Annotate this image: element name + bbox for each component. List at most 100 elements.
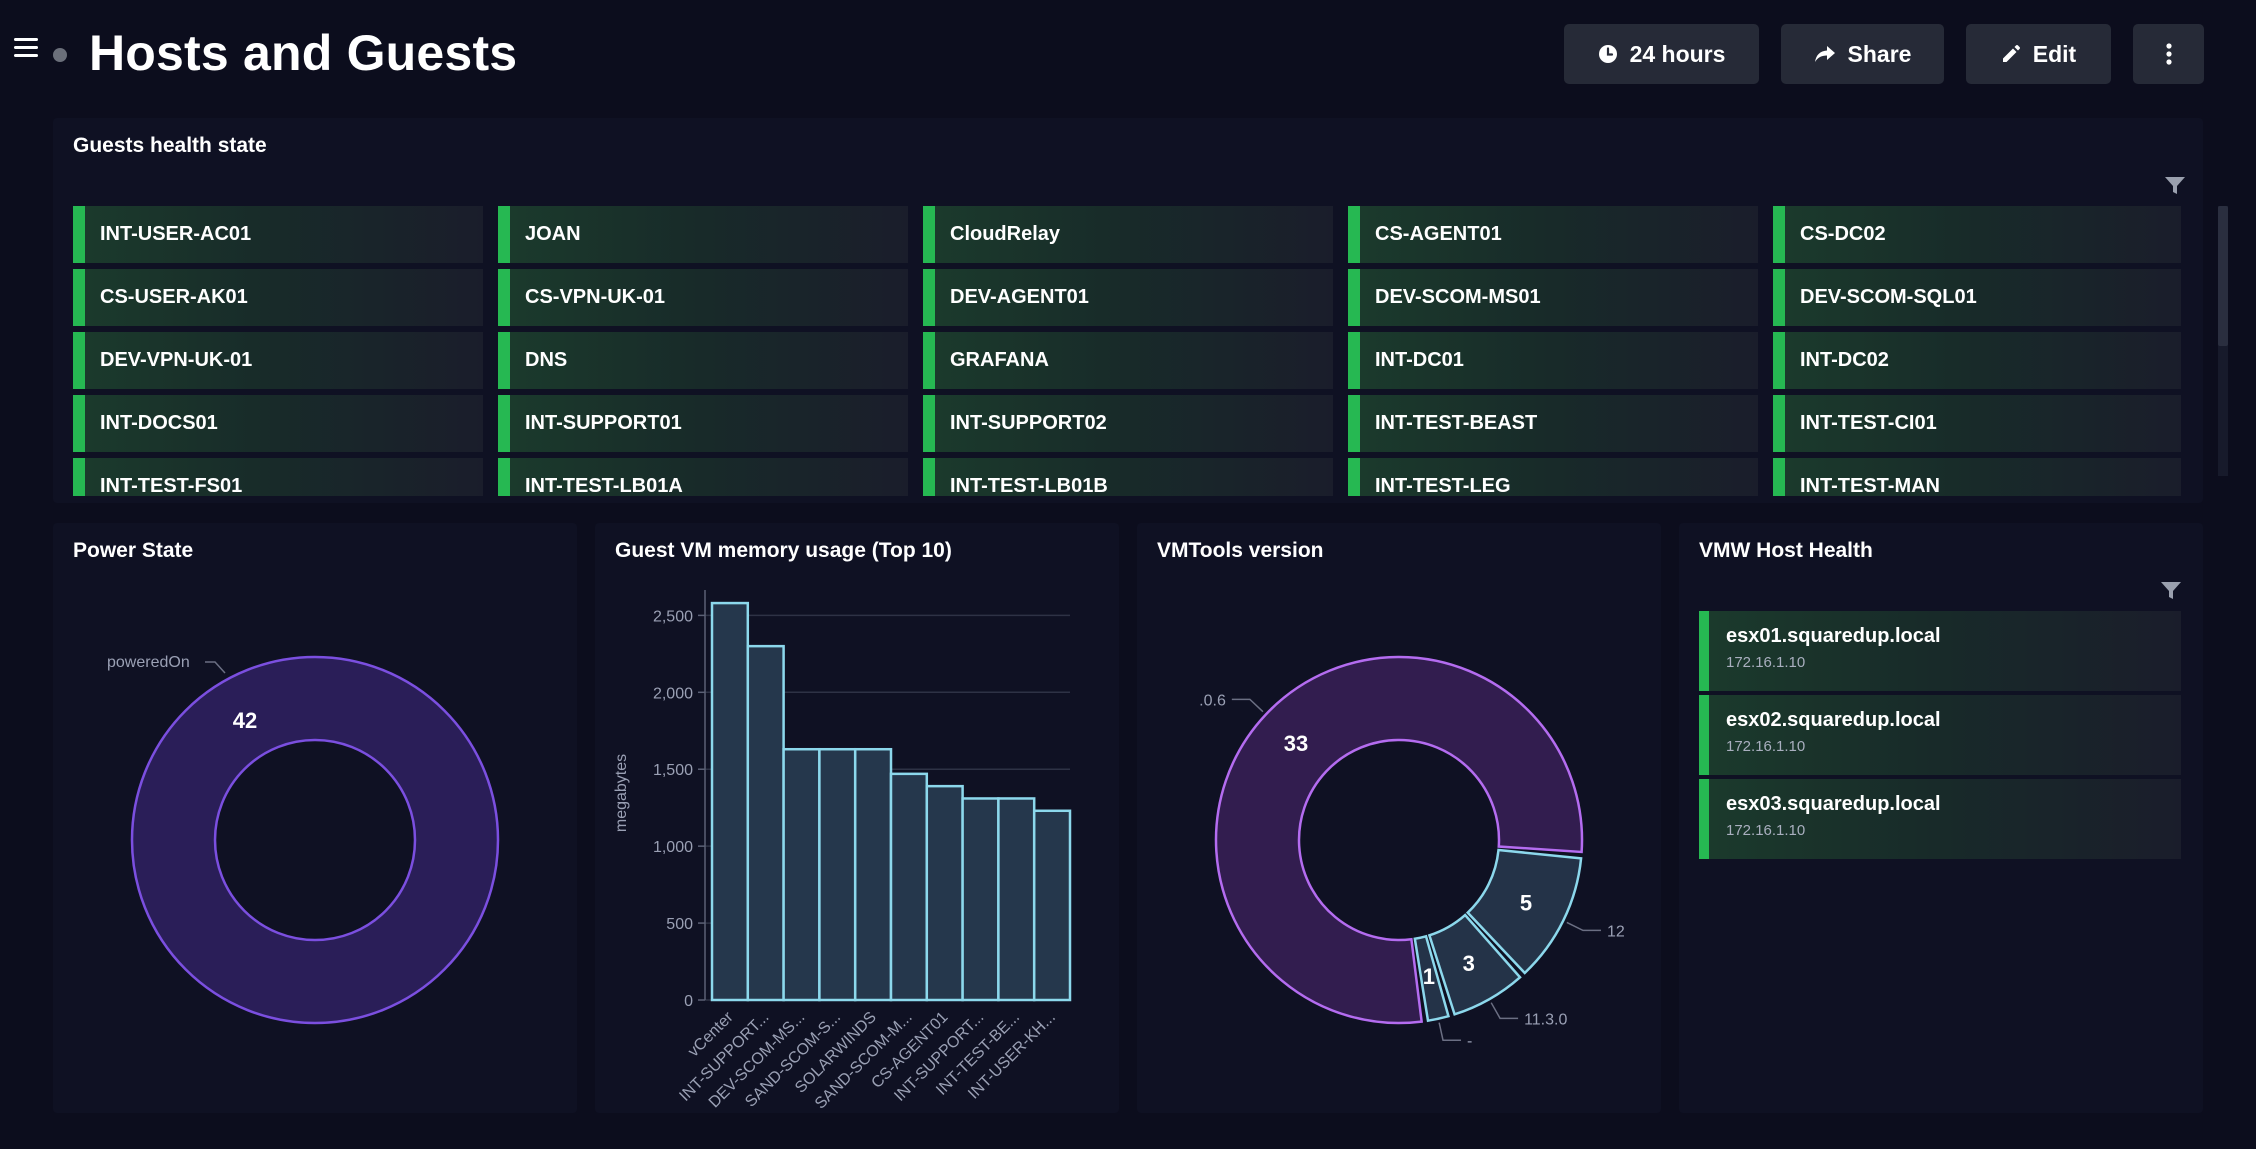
edit-button[interactable]: Edit bbox=[1966, 24, 2111, 84]
power-state-title: Power State bbox=[73, 539, 194, 562]
filter-icon[interactable] bbox=[2165, 177, 2185, 195]
pie-slice[interactable] bbox=[1214, 655, 1584, 1025]
host-tile[interactable]: esx02.squaredup.local 172.16.1.10 bbox=[1699, 695, 2181, 775]
vmtools-chart: 33 .0.6 5 12 3 11.3.0 1 - bbox=[1199, 655, 1625, 1050]
timeframe-label: 24 hours bbox=[1629, 40, 1726, 67]
more-vertical-icon bbox=[2165, 43, 2172, 65]
guest-tile[interactable]: CS-AGENT01 bbox=[1348, 206, 1758, 263]
guest-tile[interactable]: GRAFANA bbox=[923, 332, 1333, 389]
guest-name: INT-DC01 bbox=[1375, 349, 1464, 371]
scrollbar-thumb[interactable] bbox=[2218, 206, 2228, 346]
guest-name: INT-DC02 bbox=[1800, 349, 1889, 371]
host-name: esx03.squaredup.local bbox=[1726, 793, 1941, 815]
slice-label: poweredOn bbox=[107, 654, 190, 671]
guest-name: DEV-VPN-UK-01 bbox=[100, 349, 253, 371]
guest-name: INT-TEST-LB01A bbox=[525, 475, 683, 496]
host-health-panel: VMW Host Health esx01.squaredup.local 172… bbox=[1679, 523, 2203, 1113]
pie-slice[interactable] bbox=[130, 655, 500, 1025]
guest-tile[interactable]: CloudRelay bbox=[923, 206, 1333, 263]
status-dot bbox=[53, 48, 67, 62]
slice-leader-line bbox=[205, 661, 226, 674]
guest-name: INT-TEST-MAN bbox=[1800, 475, 1940, 496]
y-tick-label: 1,000 bbox=[653, 839, 693, 856]
host-tile[interactable]: esx01.squaredup.local 172.16.1.10 bbox=[1699, 611, 2181, 691]
guest-tile[interactable]: INT-TEST-LEG bbox=[1348, 458, 1758, 496]
guest-tile[interactable]: INT-USER-AC01 bbox=[73, 206, 483, 263]
filter-icon[interactable] bbox=[2161, 582, 2181, 600]
guest-tile[interactable]: INT-TEST-BEAST bbox=[1348, 395, 1758, 452]
vmtools-title: VMTools version bbox=[1157, 539, 1324, 562]
guest-name: CS-DC02 bbox=[1800, 223, 1886, 245]
share-icon bbox=[1814, 46, 1835, 62]
pie-slice[interactable] bbox=[1465, 848, 1583, 975]
host-ip: 172.16.1.10 bbox=[1726, 654, 1806, 671]
guest-name: JOAN bbox=[525, 223, 581, 245]
bar[interactable] bbox=[1032, 809, 1072, 1002]
bar[interactable] bbox=[925, 784, 964, 1002]
bar[interactable] bbox=[853, 747, 893, 1002]
vmtools-panel: VMTools version 33 .0.6 5 12 3 11.3.0 1 - bbox=[1137, 523, 1661, 1113]
slice-value-label: 1 bbox=[1423, 964, 1435, 989]
host-tile[interactable]: esx03.squaredup.local 172.16.1.10 bbox=[1699, 779, 2181, 859]
bar[interactable] bbox=[782, 747, 821, 1002]
guest-name: CS-VPN-UK-01 bbox=[525, 286, 666, 308]
share-button[interactable]: Share bbox=[1781, 24, 1944, 84]
guest-tile[interactable]: DEV-SCOM-SQL01 bbox=[1773, 269, 2181, 326]
guest-tile[interactable]: INT-DOCS01 bbox=[73, 395, 483, 452]
guest-tile[interactable]: DEV-SCOM-MS01 bbox=[1348, 269, 1758, 326]
y-tick-label: 2,500 bbox=[653, 608, 693, 625]
bar[interactable] bbox=[818, 747, 857, 1002]
pie-slice[interactable] bbox=[1413, 934, 1451, 1023]
guest-name: CS-AGENT01 bbox=[1375, 223, 1502, 245]
bar[interactable] bbox=[889, 772, 929, 1002]
more-options-button[interactable] bbox=[2133, 24, 2204, 84]
guest-name: INT-TEST-FS01 bbox=[100, 475, 243, 496]
guest-tile[interactable]: INT-TEST-CI01 bbox=[1773, 395, 2181, 452]
y-tick-label: 1,500 bbox=[653, 762, 693, 779]
guest-tile[interactable]: INT-DC01 bbox=[1348, 332, 1758, 389]
bar[interactable] bbox=[961, 797, 1000, 1002]
guest-name: INT-TEST-LEG bbox=[1375, 475, 1511, 496]
guest-tile[interactable]: DEV-VPN-UK-01 bbox=[73, 332, 483, 389]
share-label: Share bbox=[1847, 40, 1912, 67]
guest-tile[interactable]: INT-SUPPORT02 bbox=[923, 395, 1333, 452]
guest-name: DEV-SCOM-MS01 bbox=[1375, 286, 1541, 308]
slice-leader-line bbox=[1231, 698, 1264, 713]
guest-tile[interactable]: CS-DC02 bbox=[1773, 206, 2181, 263]
guest-tile[interactable]: INT-TEST-FS01 bbox=[73, 458, 483, 496]
guest-tile[interactable]: DNS bbox=[498, 332, 908, 389]
pie-slice[interactable] bbox=[1427, 913, 1522, 1016]
y-tick-label: 2,000 bbox=[653, 685, 693, 702]
bar[interactable] bbox=[997, 797, 1036, 1002]
host-name: esx01.squaredup.local bbox=[1726, 625, 1941, 647]
guests-grid: INT-USER-AC01 JOAN CloudRelay CS-AGENT01 CS-… bbox=[73, 206, 2181, 496]
menu-icon[interactable] bbox=[14, 38, 38, 60]
slice-leader-line bbox=[1566, 921, 1601, 932]
slice-leader-line bbox=[1438, 1022, 1462, 1041]
power-state-chart: 42 poweredOn bbox=[107, 654, 500, 1025]
guest-name: DEV-SCOM-SQL01 bbox=[1800, 286, 1977, 308]
guest-name: INT-SUPPORT02 bbox=[950, 412, 1107, 434]
guest-tile[interactable]: JOAN bbox=[498, 206, 908, 263]
bar[interactable] bbox=[746, 644, 785, 1002]
guest-name: INT-SUPPORT01 bbox=[525, 412, 682, 434]
bar[interactable] bbox=[710, 601, 750, 1002]
guest-tile[interactable]: INT-TEST-LB01B bbox=[923, 458, 1333, 496]
guest-name: INT-DOCS01 bbox=[100, 412, 218, 434]
y-tick-label: 500 bbox=[666, 916, 693, 933]
guest-tile[interactable]: INT-TEST-LB01A bbox=[498, 458, 908, 496]
y-tick-label: 0 bbox=[684, 993, 693, 1010]
guest-name: INT-USER-AC01 bbox=[100, 223, 252, 245]
guest-tile[interactable]: CS-VPN-UK-01 bbox=[498, 269, 908, 326]
guest-tile[interactable]: DEV-AGENT01 bbox=[923, 269, 1333, 326]
guest-tile[interactable]: CS-USER-AK01 bbox=[73, 269, 483, 326]
guest-tile[interactable]: INT-TEST-MAN bbox=[1773, 458, 2181, 496]
guest-name: DEV-AGENT01 bbox=[950, 286, 1089, 308]
guest-tile[interactable]: INT-DC02 bbox=[1773, 332, 2181, 389]
y-axis-label: megabytes bbox=[613, 754, 630, 832]
guest-tile[interactable]: INT-SUPPORT01 bbox=[498, 395, 908, 452]
guests-health-panel: Guests health state INT-USER-AC01 JOAN Clo… bbox=[53, 118, 2228, 503]
timeframe-button[interactable]: 24 hours bbox=[1564, 24, 1759, 84]
memory-usage-panel: Guest VM memory usage (Top 10) 0 500 1,000… bbox=[595, 523, 1119, 1113]
clock-icon bbox=[1598, 45, 1617, 63]
